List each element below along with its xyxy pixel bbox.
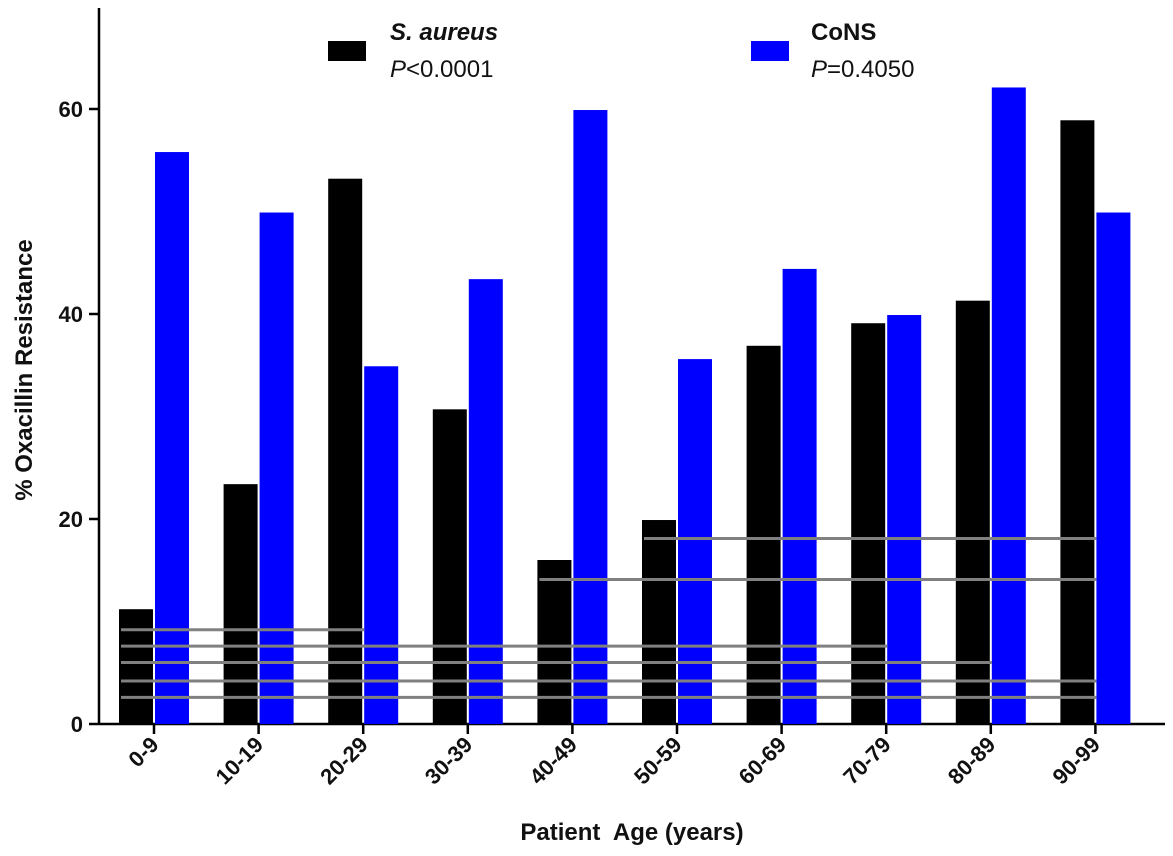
legend-label-s-aureus: S. aureus: [390, 19, 498, 46]
x-tick-label: 50-59: [629, 732, 686, 789]
x-tick-label: 70-79: [838, 732, 895, 789]
y-tick-label: 0: [71, 712, 83, 737]
bar-cons-90-99: [1096, 212, 1131, 724]
bar-s-aureus-30-39: [432, 409, 467, 724]
x-tick-label: 10-19: [211, 732, 268, 789]
x-tick-label: 0-9: [123, 732, 163, 772]
bar-s-aureus-90-99: [1060, 120, 1095, 724]
x-tick-label: 60-69: [734, 732, 791, 789]
bar-cons-60-69: [782, 268, 817, 724]
legend-pvalue-cons: P=0.4050: [811, 56, 914, 83]
legend: S. aureus P<0.0001 CoNS P=0.4050: [328, 19, 914, 83]
x-ticks: 0-9 10-19 20-29 30-39 40-49 50-59 60-69 70-79 80…: [123, 724, 1105, 789]
bar-cons-0-9: [155, 152, 189, 725]
legend-swatch-cons: [751, 41, 789, 61]
significance-lines: [121, 536, 1097, 699]
bar-cons-30-39: [468, 279, 503, 724]
bar-s-aureus-60-69: [746, 345, 781, 724]
bar-cons-40-49: [573, 110, 608, 724]
bar-s-aureus-20-29: [328, 178, 363, 724]
x-tick-label: 20-29: [315, 732, 372, 789]
bar-s-aureus-70-79: [851, 323, 886, 724]
bar-cons-70-79: [887, 315, 922, 724]
bar-s-aureus-40-49: [537, 560, 572, 724]
legend-swatch-s-aureus: [328, 41, 366, 61]
bar-cons-20-29: [364, 366, 399, 724]
legend-item-s-aureus: S. aureus P<0.0001: [328, 19, 498, 83]
bar-s-aureus-0-9: [119, 609, 153, 724]
y-axis-title: % Oxacillin Resistance: [11, 239, 38, 500]
bar-s-aureus-80-89: [955, 300, 990, 724]
bar-cons-80-89: [991, 87, 1026, 725]
bar-s-aureus-10-19: [223, 484, 258, 724]
y-tick-label: 40: [59, 302, 83, 327]
bar-s-aureus-50-59: [642, 520, 676, 724]
legend-pvalue-s-aureus: P<0.0001: [390, 56, 493, 83]
y-tick-label: 60: [59, 97, 83, 122]
x-tick-label: 90-99: [1047, 732, 1104, 789]
bar-cons-50-59: [678, 359, 712, 724]
x-tick-label: 80-89: [943, 732, 1000, 789]
x-tick-label: 40-49: [524, 732, 581, 789]
x-axis-title: Patient Age (years): [520, 819, 743, 846]
bar-cons-10-19: [259, 212, 294, 724]
y-tick-label: 20: [59, 507, 83, 532]
bars: [119, 87, 1131, 725]
legend-item-cons: CoNS P=0.4050: [751, 19, 914, 83]
x-tick-label: 30-39: [420, 732, 477, 789]
legend-label-cons: CoNS: [811, 19, 876, 46]
y-ticks: 0 20 40 60: [59, 97, 99, 737]
